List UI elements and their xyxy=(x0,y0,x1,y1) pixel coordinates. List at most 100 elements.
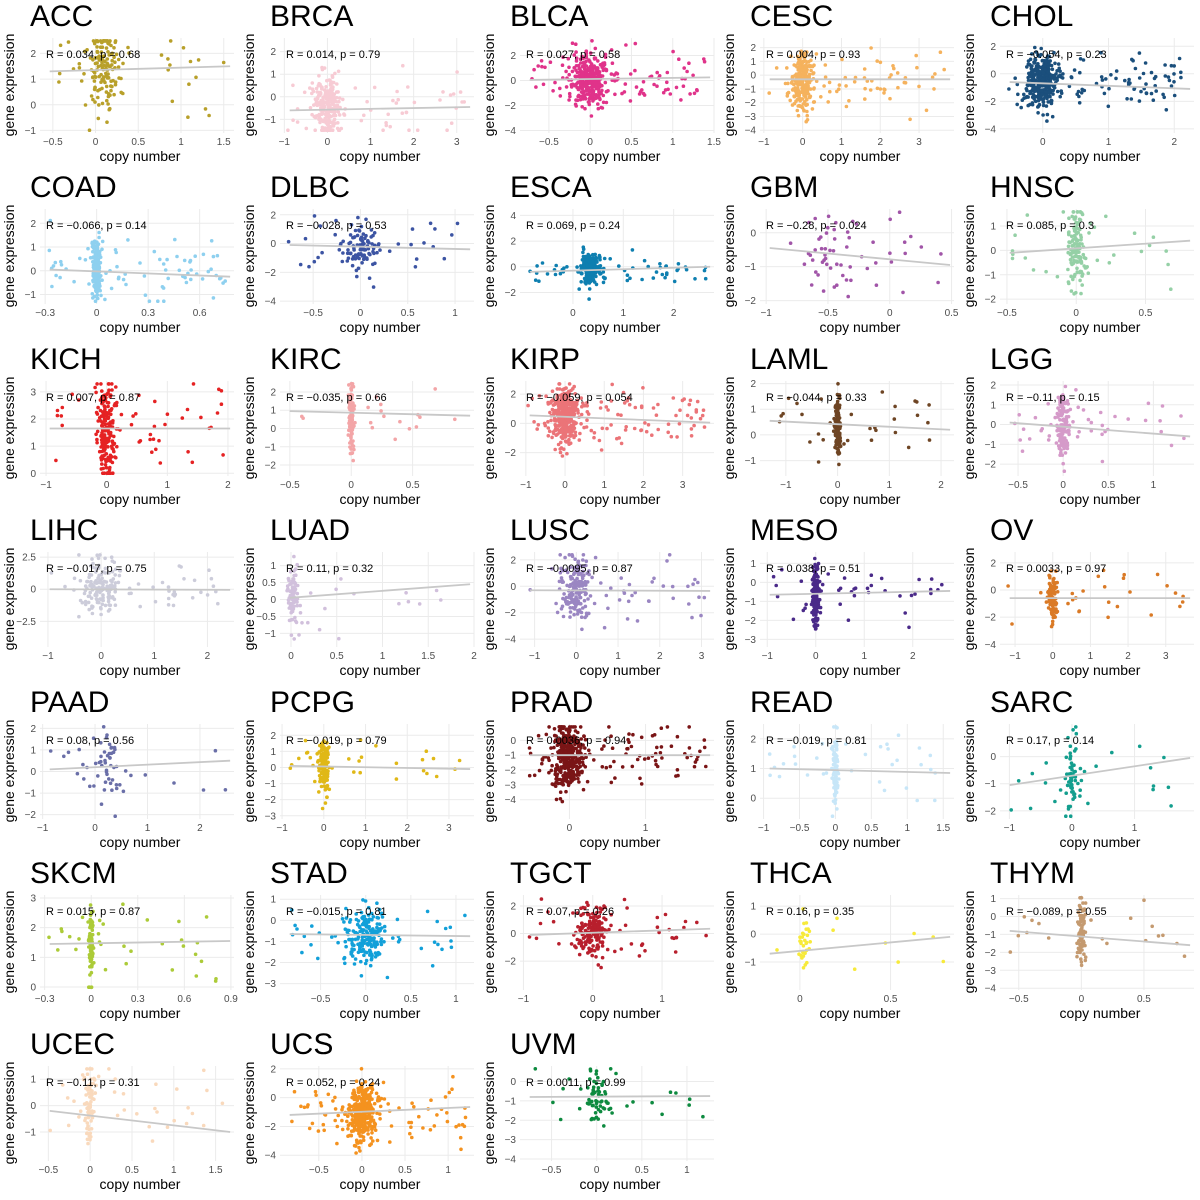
data-point xyxy=(1149,70,1154,75)
data-point xyxy=(599,447,604,452)
data-point xyxy=(1053,586,1057,591)
data-point xyxy=(567,91,572,96)
data-point xyxy=(614,71,618,75)
data-point xyxy=(585,258,589,263)
data-point xyxy=(1060,453,1065,457)
data-point xyxy=(806,85,810,90)
data-point xyxy=(903,81,908,85)
data-point xyxy=(330,109,334,114)
y-tick-label: −1 xyxy=(265,442,277,453)
data-point xyxy=(907,625,911,630)
data-point xyxy=(1159,429,1163,434)
data-point xyxy=(581,60,586,65)
data-point xyxy=(573,74,578,79)
data-point xyxy=(580,105,584,109)
data-point xyxy=(96,556,101,561)
data-point xyxy=(1179,70,1183,75)
data-point xyxy=(1051,88,1055,93)
data-point xyxy=(207,568,211,573)
data-point xyxy=(106,455,110,460)
data-point xyxy=(869,583,874,588)
y-tick-label: −2 xyxy=(265,460,277,471)
x-tick-label: 1.5 xyxy=(707,137,721,148)
data-point xyxy=(807,95,812,100)
data-point xyxy=(606,606,610,611)
data-point xyxy=(550,389,555,393)
x-tick-label: −0.5 xyxy=(997,308,1017,319)
regression-line xyxy=(529,266,711,274)
data-point xyxy=(600,88,604,93)
data-point xyxy=(100,423,104,428)
data-point xyxy=(632,426,637,431)
data-point xyxy=(824,231,829,236)
data-point xyxy=(1034,50,1039,54)
data-point xyxy=(95,45,99,49)
data-point xyxy=(289,582,293,586)
data-point xyxy=(823,247,828,251)
data-point xyxy=(98,398,103,402)
regression-line xyxy=(529,76,711,81)
data-point xyxy=(800,83,804,87)
data-point xyxy=(578,595,582,600)
data-point xyxy=(1044,104,1049,108)
data-point xyxy=(588,594,593,598)
x-axis-label: copy number xyxy=(819,319,901,336)
x-tick-label: 1 xyxy=(368,137,374,148)
data-point xyxy=(609,398,614,403)
y-axis-label-text: gene expression xyxy=(481,33,497,137)
data-point xyxy=(685,413,690,417)
data-point xyxy=(99,457,104,462)
data-point xyxy=(550,567,554,571)
data-point xyxy=(85,579,90,584)
data-point xyxy=(576,410,580,415)
y-tick-label: 2 xyxy=(270,47,276,58)
data-point xyxy=(93,74,97,79)
data-point xyxy=(564,428,569,432)
data-point xyxy=(93,761,98,765)
y-tick-label: 0 xyxy=(990,586,996,597)
data-point xyxy=(814,270,818,275)
data-point xyxy=(568,606,572,610)
data-point xyxy=(1045,119,1049,123)
data-point xyxy=(286,598,291,603)
data-point xyxy=(574,56,579,60)
panel-title: KIRC xyxy=(270,342,342,376)
data-point xyxy=(102,787,107,792)
data-point xyxy=(350,450,355,455)
data-point xyxy=(106,404,110,408)
data-point xyxy=(568,441,573,445)
data-point xyxy=(577,287,581,292)
data-point xyxy=(700,413,705,418)
data-point xyxy=(1036,111,1040,115)
x-axis-label: copy number xyxy=(99,148,181,164)
data-point xyxy=(536,422,541,427)
data-point xyxy=(1006,584,1010,588)
data-point xyxy=(610,382,614,386)
data-point xyxy=(1101,568,1106,573)
y-tick-label: −3 xyxy=(745,112,757,123)
data-point xyxy=(366,405,370,409)
data-point xyxy=(103,760,108,765)
data-point xyxy=(348,444,352,449)
data-point xyxy=(349,403,353,407)
data-point xyxy=(564,439,569,444)
data-point xyxy=(364,234,368,238)
data-point xyxy=(110,446,114,450)
data-point xyxy=(75,771,80,776)
data-point xyxy=(107,776,111,781)
data-point xyxy=(669,434,674,439)
panel-blca: −0.5 0 0.5 1 1.5 −4 −2 0 2 R = 0.027, p = 0.58 BLC… xyxy=(480,0,721,171)
data-point xyxy=(581,97,585,101)
data-point xyxy=(640,278,644,282)
data-point xyxy=(217,387,221,391)
data-point xyxy=(166,596,171,601)
data-point xyxy=(786,396,791,400)
data-point xyxy=(569,597,574,602)
data-point xyxy=(795,54,800,59)
data-point xyxy=(807,221,811,225)
data-point xyxy=(1166,75,1171,79)
x-tick-label: 1 xyxy=(670,137,676,148)
data-point xyxy=(189,277,193,282)
data-point xyxy=(112,55,116,59)
